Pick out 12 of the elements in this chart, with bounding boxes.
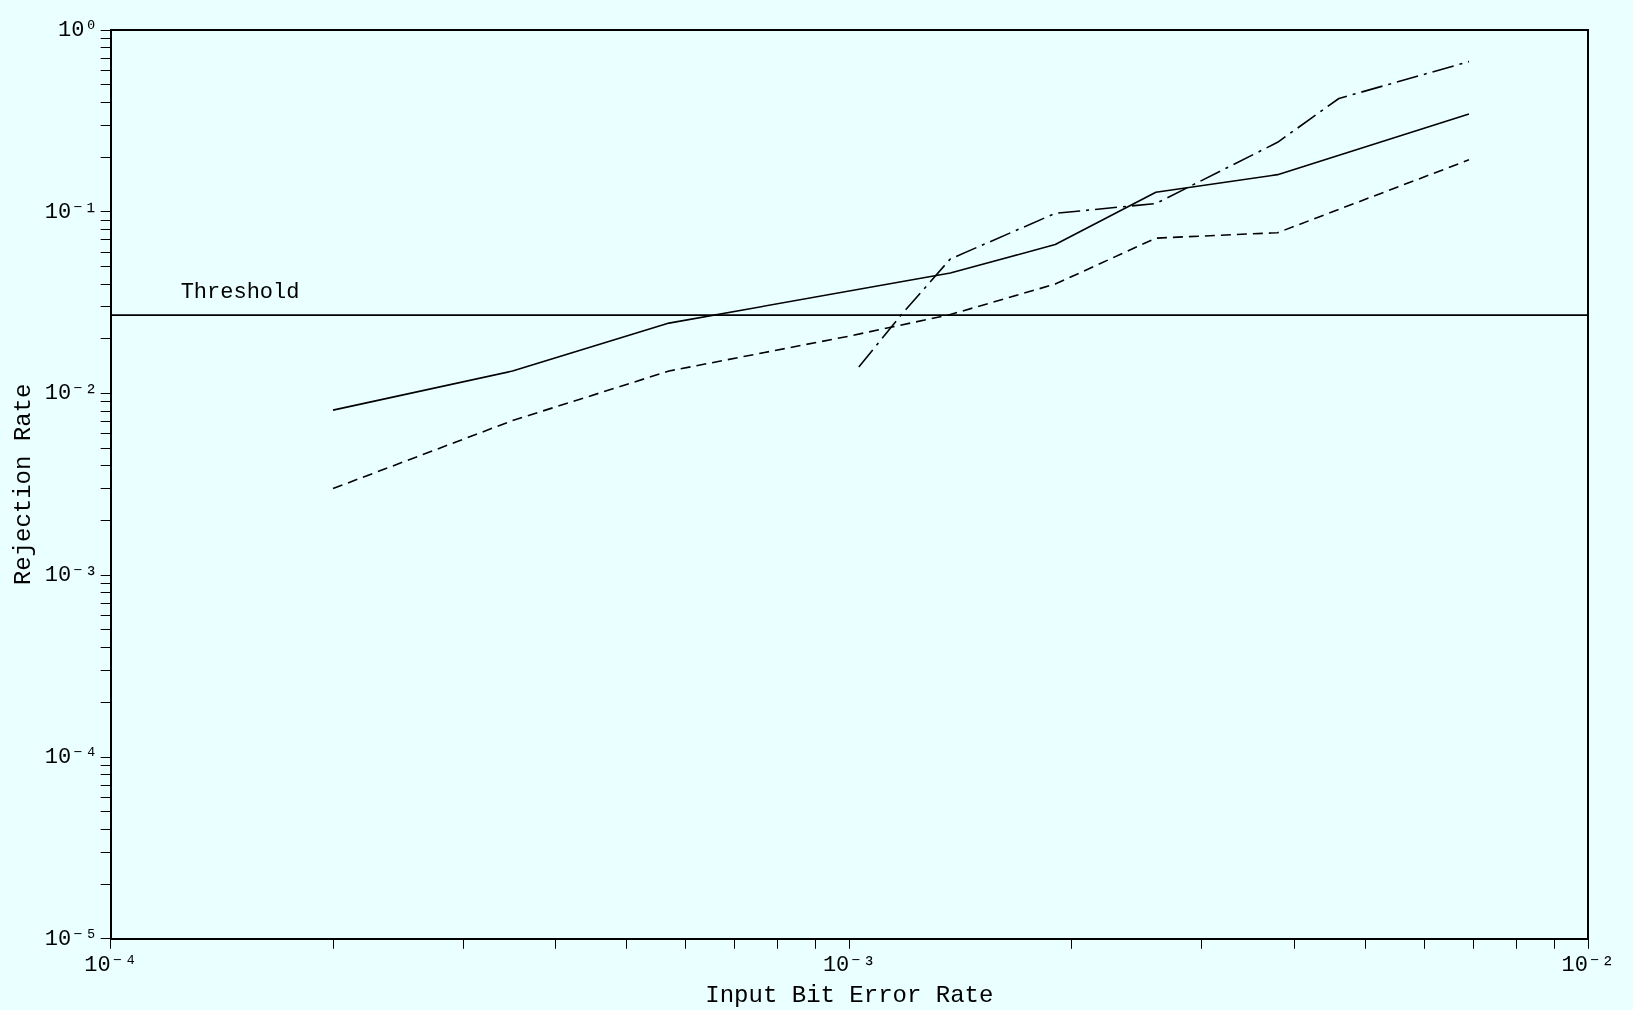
y-tick-label: 10⁻⁴	[44, 744, 98, 770]
ref-line-label: Threshold	[180, 279, 300, 305]
y-tick-label: 10⁻²	[44, 381, 98, 407]
y-tick-label: 10⁻³	[44, 563, 98, 589]
y-tick-label: 10⁻⁵	[44, 926, 98, 952]
y-axis-title: Rejection Rate	[9, 383, 37, 586]
x-tick-label: 10⁻³	[822, 952, 876, 978]
x-tick-label: 10⁻²	[1561, 952, 1615, 978]
y-tick-label: 10⁰	[58, 17, 98, 43]
x-tick-label: 10⁻⁴	[84, 952, 138, 978]
y-tick-label: 10⁻¹	[44, 199, 98, 225]
x-axis-title: Input Bit Error Rate	[705, 981, 994, 1009]
